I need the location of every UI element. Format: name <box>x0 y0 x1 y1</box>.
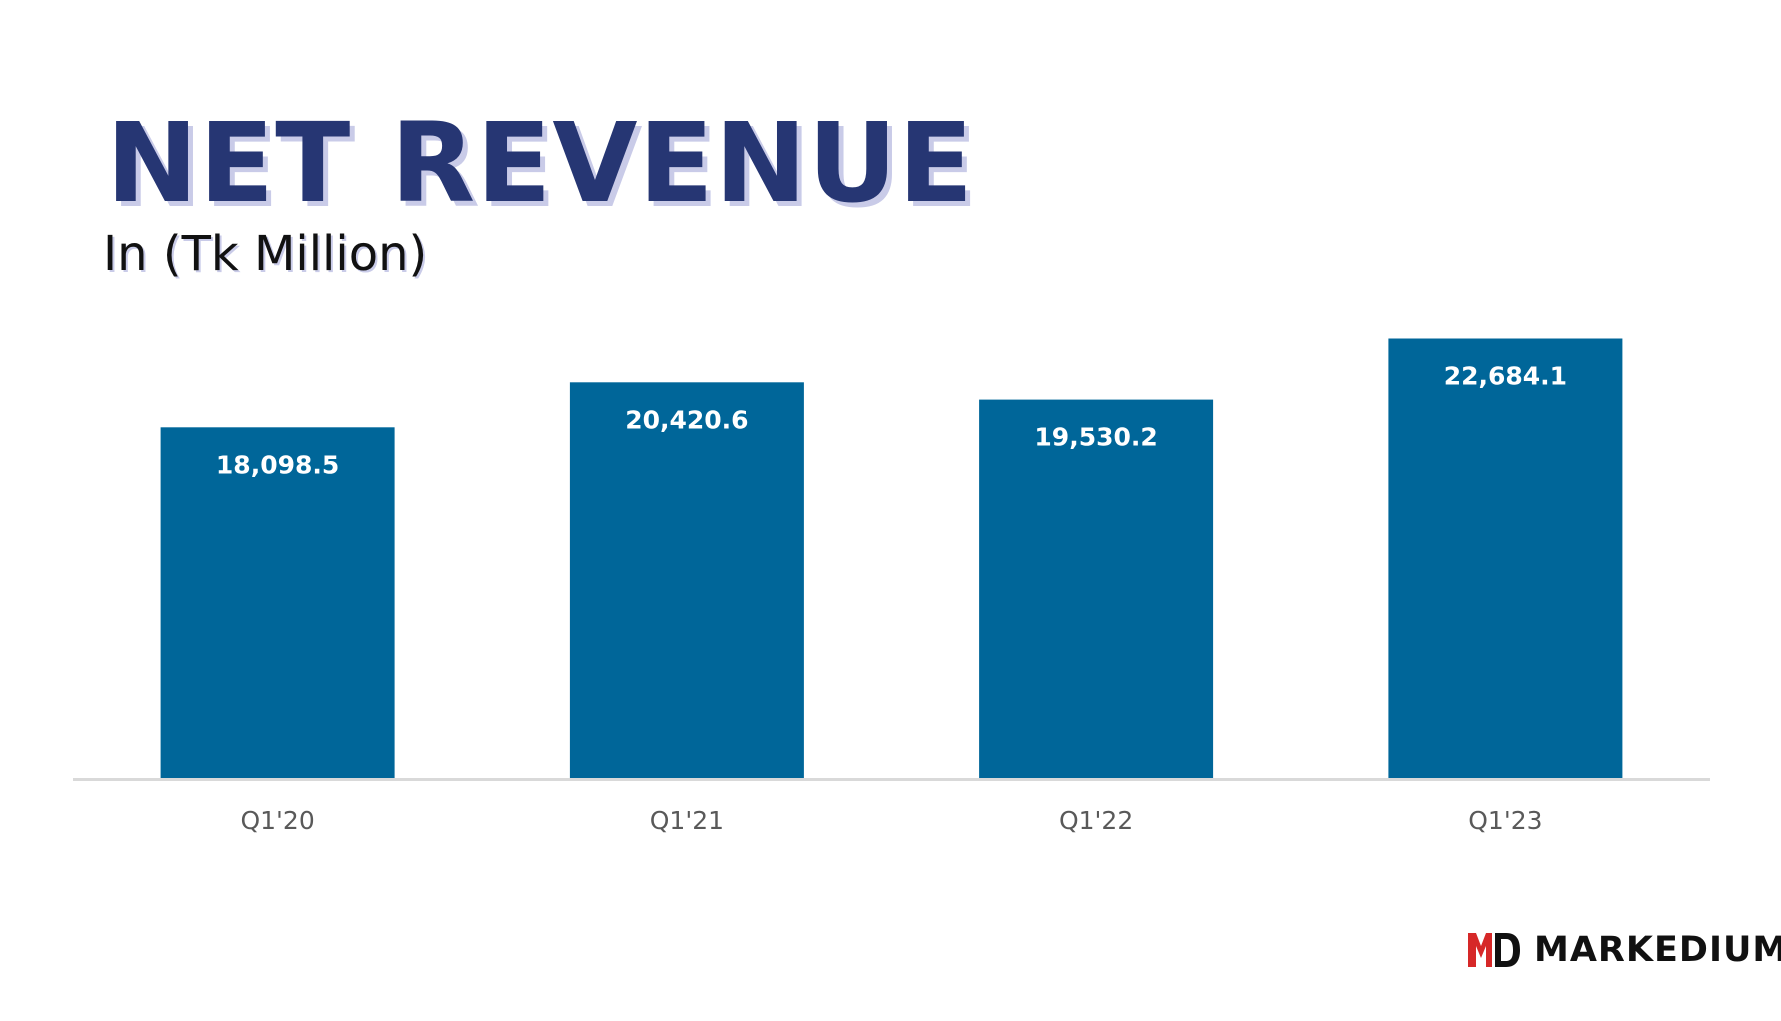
x-tick-label-2: Q1'22 <box>1059 806 1133 835</box>
x-tick-label-3: Q1'23 <box>1468 806 1542 835</box>
bar-value-label-2: 19,530.2 <box>1034 423 1157 452</box>
bar-0 <box>160 427 395 778</box>
x-tick-labels: Q1'20 Q1'21 Q1'22 Q1'23 <box>240 806 1542 835</box>
bars-group: 18,098.5 20,420.6 19,530.2 22,684.1 <box>160 338 1623 778</box>
md-monogram-icon <box>1468 933 1520 967</box>
bar-2 <box>979 399 1214 778</box>
x-tick-label-1: Q1'21 <box>650 806 724 835</box>
brand-name: MARKEDIUM <box>1534 930 1781 970</box>
brand-logo: MARKEDIUM <box>1466 925 1781 975</box>
bar-3 <box>1388 338 1623 778</box>
bar-value-label-3: 22,684.1 <box>1444 362 1567 391</box>
bar-value-label-0: 18,098.5 <box>216 450 339 479</box>
x-tick-label-0: Q1'20 <box>240 806 314 835</box>
chart-title: NET REVENUE <box>106 99 975 227</box>
bar-1 <box>569 382 804 778</box>
chart-subtitle: In (Tk Million) <box>103 226 428 282</box>
bar-value-label-1: 20,420.6 <box>625 405 748 434</box>
